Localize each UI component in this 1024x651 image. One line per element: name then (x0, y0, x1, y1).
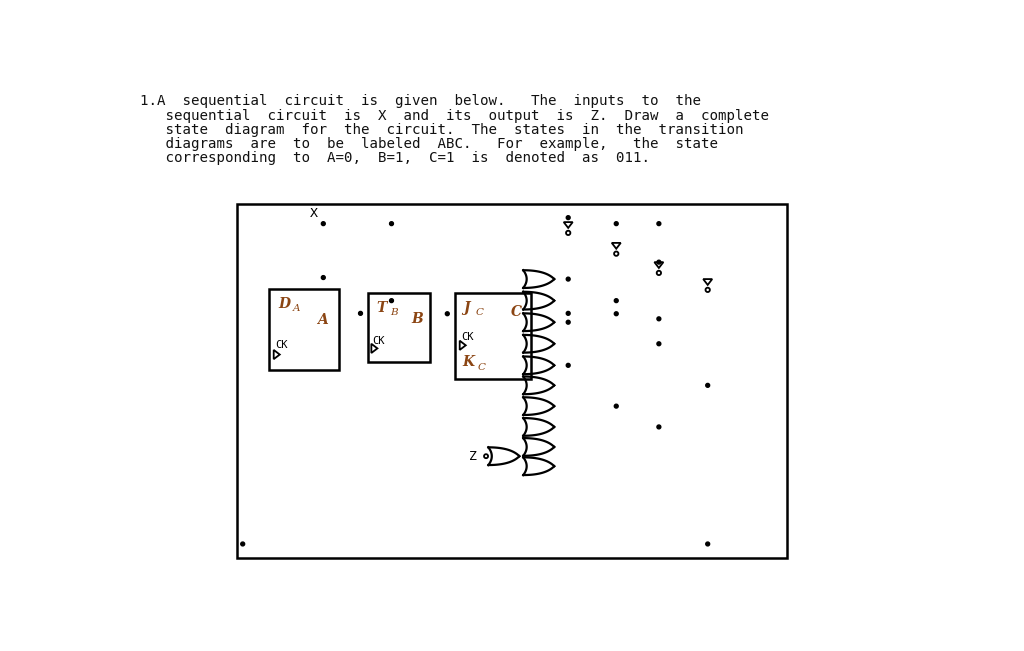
Circle shape (322, 275, 326, 279)
Text: sequential  circuit  is  X  and  its  output  is  Z.  Draw  a  complete: sequential circuit is X and its output i… (139, 109, 769, 122)
Bar (269, 289, 339, 370)
Circle shape (657, 342, 660, 346)
Circle shape (445, 312, 450, 316)
Text: D: D (279, 297, 291, 311)
Bar (455, 293, 531, 379)
Text: diagrams  are  to  be  labeled  ABC.   For  example,   the  state: diagrams are to be labeled ABC. For exam… (139, 137, 718, 151)
Text: 1.A  sequential  circuit  is  given  below.   The  inputs  to  the: 1.A sequential circuit is given below. T… (139, 94, 700, 108)
Circle shape (566, 320, 570, 324)
Circle shape (657, 425, 660, 429)
Text: Z: Z (469, 450, 477, 463)
Bar (369, 293, 430, 362)
Text: J: J (463, 301, 469, 314)
Circle shape (566, 311, 570, 315)
Circle shape (614, 312, 618, 316)
Circle shape (322, 222, 326, 226)
Text: corresponding  to  A=0,  B=1,  C=1  is  denoted  as  011.: corresponding to A=0, B=1, C=1 is denote… (139, 151, 649, 165)
Text: K: K (463, 355, 475, 369)
Text: B: B (390, 307, 397, 316)
Text: T: T (376, 301, 386, 314)
Text: A: A (317, 313, 328, 327)
Circle shape (706, 542, 710, 546)
Text: X: X (310, 207, 318, 220)
Circle shape (657, 260, 660, 264)
Text: state  diagram  for  the  circuit.  The  states  in  the  transition: state diagram for the circuit. The state… (139, 123, 743, 137)
Circle shape (389, 222, 393, 226)
Text: B: B (411, 312, 423, 326)
Text: CK: CK (372, 336, 385, 346)
Circle shape (657, 222, 660, 226)
Circle shape (566, 363, 570, 367)
Text: C: C (476, 307, 484, 316)
Text: C: C (477, 363, 485, 372)
Circle shape (566, 277, 570, 281)
Circle shape (389, 299, 393, 303)
Circle shape (614, 404, 618, 408)
Circle shape (706, 383, 710, 387)
Circle shape (566, 215, 570, 219)
Text: CK: CK (461, 332, 474, 342)
Circle shape (614, 299, 618, 303)
Circle shape (358, 311, 362, 315)
Text: A: A (292, 304, 300, 312)
Text: CK: CK (275, 340, 288, 350)
Circle shape (614, 222, 618, 226)
Text: C: C (511, 305, 522, 318)
Circle shape (241, 542, 245, 546)
Bar (237, 204, 786, 558)
Circle shape (657, 317, 660, 321)
